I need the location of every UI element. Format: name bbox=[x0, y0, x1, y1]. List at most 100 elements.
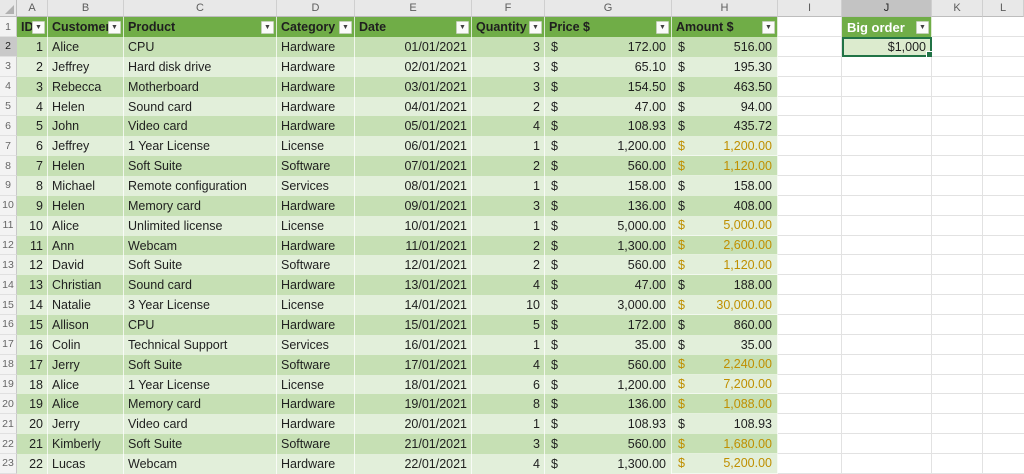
cell-K[interactable] bbox=[932, 275, 983, 296]
cell-J[interactable] bbox=[842, 56, 932, 77]
row-header-8[interactable]: 8 bbox=[0, 156, 17, 177]
cell-customer[interactable]: Ann bbox=[48, 235, 124, 256]
cell-K[interactable] bbox=[932, 176, 983, 196]
row-header-12[interactable]: 12 bbox=[0, 235, 17, 256]
cell-customer[interactable]: Alice bbox=[48, 215, 124, 236]
cell-date[interactable]: 18/01/2021 bbox=[355, 374, 472, 395]
filter-button-quantity[interactable]: ▼ bbox=[529, 20, 542, 34]
column-header-D[interactable]: D bbox=[277, 0, 355, 17]
cell-price[interactable]: $ 560.00 bbox=[545, 354, 672, 375]
column-header-K[interactable]: K bbox=[932, 0, 983, 17]
cell-K[interactable] bbox=[932, 215, 983, 236]
column-header-H[interactable]: H bbox=[672, 0, 778, 17]
row-header-1[interactable]: 1 bbox=[0, 17, 17, 37]
cell-id[interactable]: 21 bbox=[17, 434, 48, 455]
cell-date[interactable]: 02/01/2021 bbox=[355, 56, 472, 77]
cell-quantity[interactable]: 2 bbox=[472, 96, 545, 117]
cell-category[interactable]: License bbox=[277, 215, 355, 236]
cell-J[interactable] bbox=[842, 434, 932, 455]
cell-customer[interactable]: John bbox=[48, 116, 124, 137]
cell-L1[interactable] bbox=[983, 17, 1024, 37]
row-header-20[interactable]: 20 bbox=[0, 394, 17, 415]
cell-customer[interactable]: Jerry bbox=[48, 414, 124, 435]
cell-I[interactable] bbox=[778, 56, 842, 77]
cell-date[interactable]: 03/01/2021 bbox=[355, 76, 472, 97]
cell-quantity[interactable]: 4 bbox=[472, 275, 545, 296]
cell-category[interactable]: Hardware bbox=[277, 195, 355, 216]
cell-category[interactable]: Software bbox=[277, 434, 355, 455]
cell-product[interactable]: Sound card bbox=[124, 275, 277, 296]
cell-K[interactable] bbox=[932, 315, 983, 335]
cell-price[interactable]: $ 35.00 bbox=[545, 334, 672, 355]
cell-category[interactable]: Hardware bbox=[277, 96, 355, 117]
cell-amount[interactable]: $ 1,680.00 bbox=[672, 434, 778, 455]
cell-id[interactable]: 14 bbox=[17, 295, 48, 316]
cell-id[interactable]: 3 bbox=[17, 76, 48, 97]
cell-customer[interactable]: Christian bbox=[48, 275, 124, 296]
filter-button-big-order[interactable]: ▼ bbox=[916, 20, 929, 34]
cell-quantity[interactable]: 1 bbox=[472, 176, 545, 196]
cell-category[interactable]: License bbox=[277, 374, 355, 395]
cell-J[interactable] bbox=[842, 454, 932, 474]
cell-category[interactable]: Services bbox=[277, 334, 355, 355]
cell-quantity[interactable]: 3 bbox=[472, 56, 545, 77]
cell-product[interactable]: Technical Support bbox=[124, 334, 277, 355]
cell-customer[interactable]: Colin bbox=[48, 334, 124, 355]
column-header-F[interactable]: F bbox=[472, 0, 545, 17]
cell-quantity[interactable]: 3 bbox=[472, 37, 545, 57]
column-header-id[interactable]: ID ▼ bbox=[17, 17, 48, 37]
cell-J[interactable] bbox=[842, 295, 932, 316]
cell-category[interactable]: Hardware bbox=[277, 275, 355, 296]
column-header-C[interactable]: C bbox=[124, 0, 277, 17]
column-header-B[interactable]: B bbox=[48, 0, 124, 17]
cell-price[interactable]: $ 1,200.00 bbox=[545, 374, 672, 395]
cell-J[interactable] bbox=[842, 374, 932, 395]
cell-J[interactable] bbox=[842, 96, 932, 117]
cell-I[interactable] bbox=[778, 454, 842, 474]
cell-I[interactable] bbox=[778, 76, 842, 97]
cell-L[interactable] bbox=[983, 295, 1024, 316]
cell-category[interactable]: Hardware bbox=[277, 56, 355, 77]
cell-price[interactable]: $ 1,300.00 bbox=[545, 235, 672, 256]
cell-L[interactable] bbox=[983, 176, 1024, 196]
cell-id[interactable]: 4 bbox=[17, 96, 48, 117]
cell-price[interactable]: $ 47.00 bbox=[545, 275, 672, 296]
cell-id[interactable]: 5 bbox=[17, 116, 48, 137]
cell-J[interactable] bbox=[842, 334, 932, 355]
cell-customer[interactable]: Alice bbox=[48, 394, 124, 415]
cell-id[interactable]: 20 bbox=[17, 414, 48, 435]
cell-id[interactable]: 12 bbox=[17, 255, 48, 276]
cell-I[interactable] bbox=[778, 275, 842, 296]
cell-K[interactable] bbox=[932, 394, 983, 415]
cell-customer[interactable]: Jerry bbox=[48, 354, 124, 375]
cell-product[interactable]: Soft Suite bbox=[124, 255, 277, 276]
column-header-category[interactable]: Category ▼ bbox=[277, 17, 355, 37]
row-header-21[interactable]: 21 bbox=[0, 414, 17, 435]
cell-product[interactable]: Sound card bbox=[124, 96, 277, 117]
column-header-product[interactable]: Product ▼ bbox=[124, 17, 277, 37]
cell-id[interactable]: 22 bbox=[17, 454, 48, 474]
cell-date[interactable]: 09/01/2021 bbox=[355, 195, 472, 216]
cell-L[interactable] bbox=[983, 37, 1024, 57]
cell-price[interactable]: $ 560.00 bbox=[545, 156, 672, 177]
cell-amount[interactable]: $ 1,200.00 bbox=[672, 136, 778, 157]
cell-category[interactable]: Services bbox=[277, 176, 355, 196]
cell-J[interactable] bbox=[842, 195, 932, 216]
cell-id[interactable]: 6 bbox=[17, 136, 48, 157]
cell-amount[interactable]: $ 5,000.00 bbox=[672, 215, 778, 236]
column-header-customer[interactable]: Customer ▼ bbox=[48, 17, 124, 37]
cell-amount[interactable]: $ 1,088.00 bbox=[672, 394, 778, 415]
cell-quantity[interactable]: 3 bbox=[472, 195, 545, 216]
row-header-7[interactable]: 7 bbox=[0, 136, 17, 157]
cell-K[interactable] bbox=[932, 374, 983, 395]
cell-price[interactable]: $ 3,000.00 bbox=[545, 295, 672, 316]
cell-amount[interactable]: $ 2,240.00 bbox=[672, 354, 778, 375]
cell-K[interactable] bbox=[932, 434, 983, 455]
cell-price[interactable]: $ 154.50 bbox=[545, 76, 672, 97]
filter-button-date[interactable]: ▼ bbox=[456, 20, 469, 34]
cell-product[interactable]: 1 Year License bbox=[124, 374, 277, 395]
row-header-9[interactable]: 9 bbox=[0, 176, 17, 196]
cell-customer[interactable]: Helen bbox=[48, 96, 124, 117]
cell-id[interactable]: 8 bbox=[17, 176, 48, 196]
cell-date[interactable]: 22/01/2021 bbox=[355, 454, 472, 474]
